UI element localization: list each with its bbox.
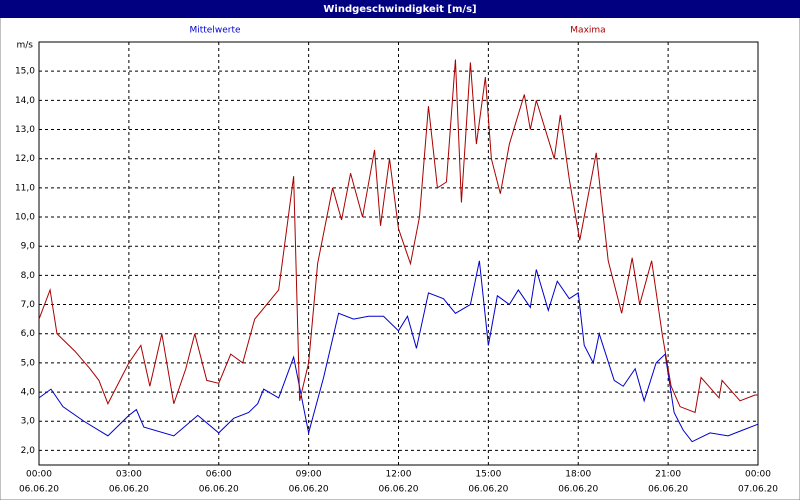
y-tick-label: 13,0 — [15, 125, 35, 135]
chart-title: Windgeschwindigkeit [m/s] — [323, 4, 476, 15]
x-tick-label: 00:00 — [745, 470, 771, 480]
x-tick-label: 09:00 — [296, 470, 322, 480]
plot-frame — [38, 41, 759, 466]
y-tick-label: 4,0 — [21, 388, 36, 398]
title-bar — [0, 0, 800, 18]
x-tick-label: 03:00 — [116, 470, 142, 480]
y-tick-label: 7,0 — [21, 300, 36, 310]
series-line — [38, 260, 759, 443]
y-tick-label: 6,0 — [21, 329, 36, 339]
y-tick-label: 10,0 — [15, 213, 35, 223]
x-tick-date: 06.06.20 — [289, 485, 329, 495]
x-tick-date: 06.06.20 — [648, 485, 688, 495]
x-tick-date: 07.06.20 — [738, 485, 778, 495]
x-tick-label: 15:00 — [475, 470, 501, 480]
y-tick-label: 9,0 — [21, 242, 36, 252]
legend-entry: Maxima — [570, 26, 605, 36]
x-tick-label: 21:00 — [655, 470, 681, 480]
x-tick-label: 00:00 — [26, 470, 52, 480]
series-line — [38, 59, 758, 414]
y-tick-label: 8,0 — [21, 271, 36, 281]
x-tick-label: 18:00 — [565, 470, 591, 480]
y-tick-label: 11,0 — [15, 183, 35, 193]
x-tick-date: 06.06.20 — [378, 485, 418, 495]
x-tick-date: 06.06.20 — [468, 485, 508, 495]
x-tick-date: 06.06.20 — [199, 485, 239, 495]
x-tick-label: 06:00 — [206, 470, 232, 480]
x-tick-label: 12:00 — [386, 470, 412, 480]
y-tick-label: 14,0 — [15, 96, 35, 106]
y-tick-label: 2,0 — [21, 446, 36, 456]
legend-entry: Mittelwerte — [189, 26, 240, 36]
y-tick-label: 5,0 — [21, 358, 36, 368]
x-tick-date: 06.06.20 — [19, 485, 59, 495]
y-tick-label: 3,0 — [21, 417, 36, 427]
y-tick-label: 15,0 — [15, 67, 35, 77]
x-tick-date: 06.06.20 — [558, 485, 598, 495]
y-tick-label: 12,0 — [15, 154, 35, 164]
x-tick-date: 06.06.20 — [109, 485, 149, 495]
y-unit: m/s — [17, 41, 34, 51]
